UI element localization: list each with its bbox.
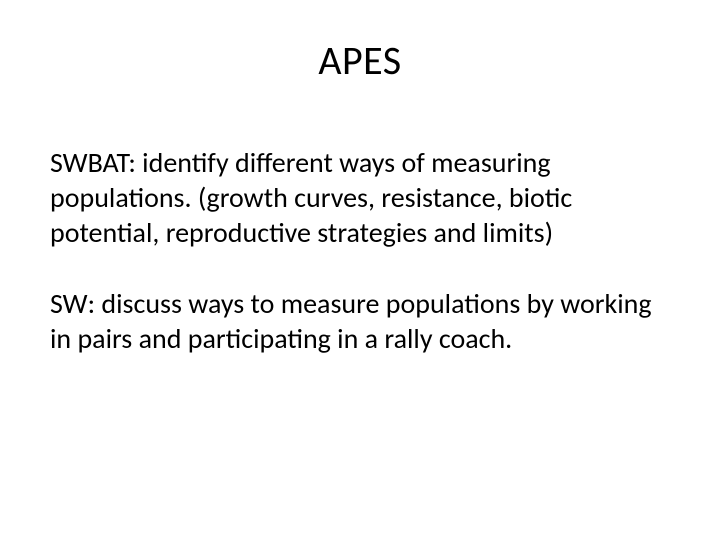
- slide-container: APES SWBAT: identify different ways of m…: [0, 0, 720, 540]
- slide-title: APES: [50, 36, 670, 85]
- objective-swbat: SWBAT: identify different ways of measur…: [50, 145, 670, 250]
- objective-sw: SW: discuss ways to measure populations …: [50, 286, 670, 356]
